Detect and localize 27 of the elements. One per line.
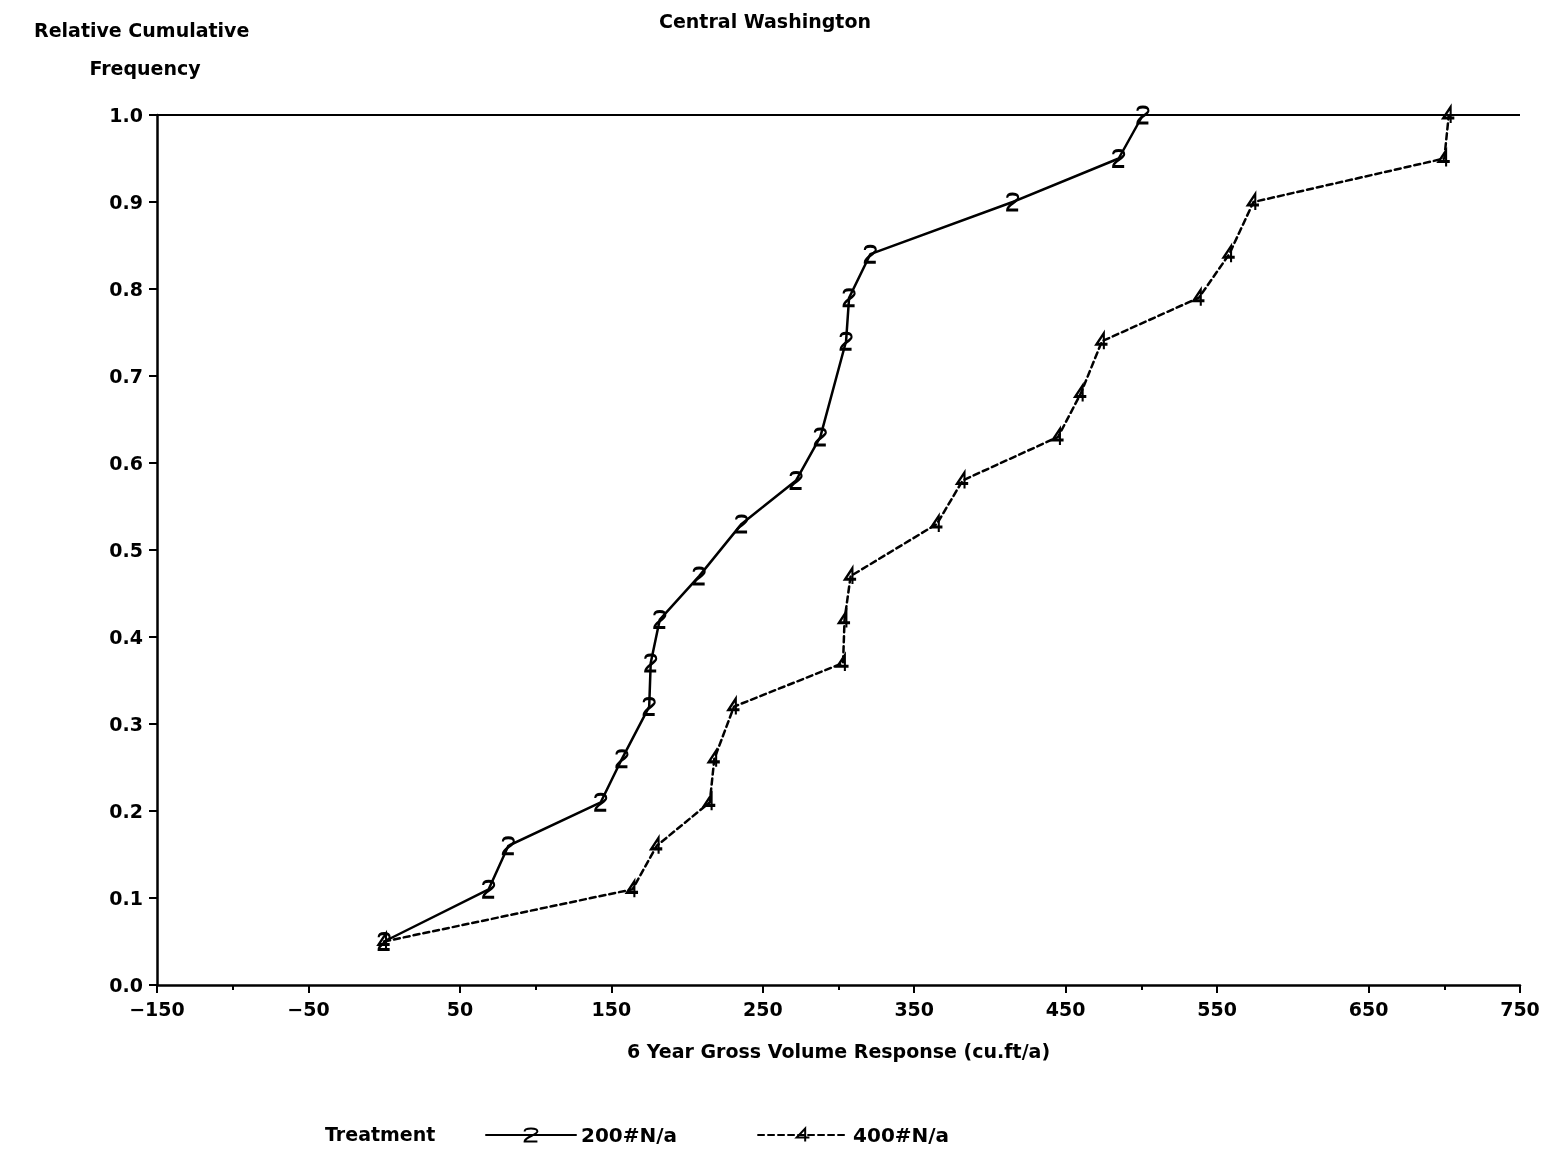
y-tick-label: 0.6 [109, 452, 143, 474]
x-tick-label: 450 [1045, 997, 1086, 1020]
x-tick-label: 50 [446, 997, 474, 1020]
y-tick-label: 0.2 [109, 800, 143, 822]
y-tick-label: 0.9 [109, 191, 143, 213]
x-tick-label: 250 [742, 997, 783, 1020]
y-tick-label: 0.3 [109, 713, 143, 735]
chart-title: Central Washington [659, 9, 871, 32]
y-axis-title: Relative Cumulative Frequency [34, 19, 256, 79]
y-tick-label: 0.5 [109, 539, 143, 561]
x-axis-title: 6 Year Gross Volume Response (cu.ft/a) [626, 1039, 1051, 1062]
y-tick-label: 1.0 [109, 104, 143, 126]
x-tick-label: −150 [129, 997, 185, 1020]
x-tick-label: 350 [894, 997, 935, 1020]
y-tick-label: 0.4 [109, 626, 143, 648]
legend-title: Treatment [325, 1122, 436, 1145]
y-tick-label: 0.8 [109, 278, 143, 300]
y-tick-label: 0.0 [109, 974, 143, 996]
x-tick-label: 650 [1348, 997, 1389, 1020]
x-tick-label: 150 [591, 997, 632, 1020]
y-tick-label: 0.1 [109, 887, 143, 909]
x-tick-label: 550 [1197, 997, 1237, 1020]
legend-label: 200#N/a [581, 1123, 678, 1147]
x-tick-label: 750 [1500, 997, 1540, 1020]
y-tick-label: 0.7 [109, 365, 143, 387]
legend-label: 400#N/a [853, 1123, 950, 1147]
x-tick-label: −50 [287, 997, 330, 1020]
